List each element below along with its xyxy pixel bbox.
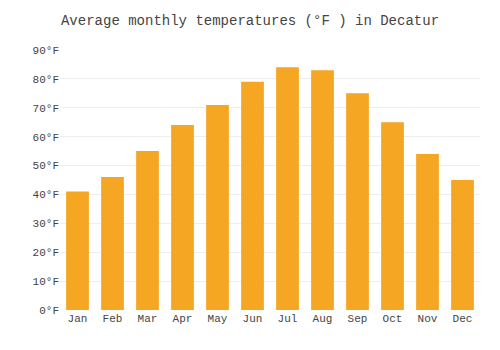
svg-text:Aug: Aug — [313, 313, 333, 325]
svg-text:Jun: Jun — [243, 313, 263, 325]
svg-text:40°F: 40°F — [33, 189, 59, 201]
svg-text:Average monthly temperatures (: Average monthly temperatures (°F ) in De… — [61, 13, 439, 29]
svg-text:Jan: Jan — [68, 313, 88, 325]
svg-text:Mar: Mar — [138, 313, 158, 325]
svg-text:90°F: 90°F — [33, 45, 59, 57]
svg-text:20°F: 20°F — [33, 247, 59, 259]
svg-text:0°F: 0°F — [39, 305, 59, 317]
svg-text:May: May — [208, 313, 228, 325]
svg-text:Nov: Nov — [418, 313, 438, 325]
svg-text:Apr: Apr — [173, 313, 193, 325]
svg-text:Oct: Oct — [383, 313, 403, 325]
svg-text:Sep: Sep — [348, 313, 368, 325]
svg-text:Feb: Feb — [103, 313, 123, 325]
svg-text:Jul: Jul — [278, 313, 298, 325]
svg-text:30°F: 30°F — [33, 218, 59, 230]
svg-text:50°F: 50°F — [33, 160, 59, 172]
svg-text:80°F: 80°F — [33, 74, 59, 86]
svg-text:60°F: 60°F — [33, 132, 59, 144]
svg-text:70°F: 70°F — [33, 103, 59, 115]
svg-text:Dec: Dec — [453, 313, 473, 325]
svg-text:10°F: 10°F — [33, 276, 59, 288]
